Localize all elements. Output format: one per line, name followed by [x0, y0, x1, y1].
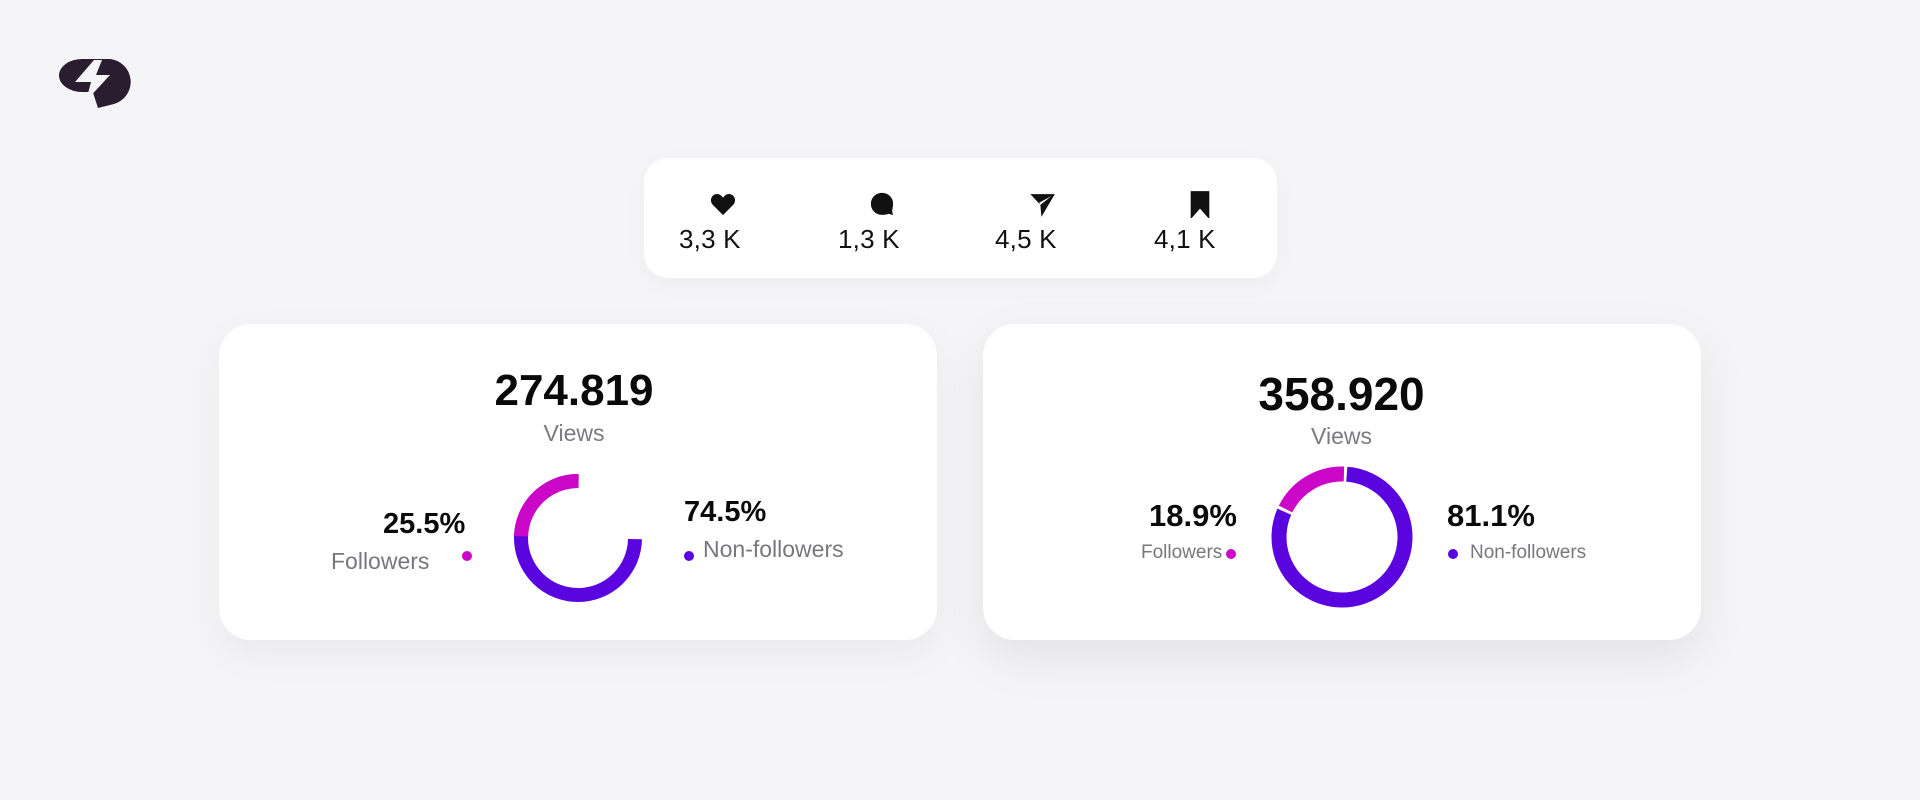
non-followers-segment: [514, 474, 642, 602]
views-card-2: 358.920 Views 18.9% Followers 81.1% Non-…: [983, 324, 1701, 640]
views-card-1: 274.819 Views 25.5% Followers 74.5% Non-…: [219, 324, 937, 640]
saves-count: 4,1 K: [1154, 224, 1216, 254]
donut-svg: [1271, 466, 1413, 608]
followers-percent: 18.9%: [1149, 498, 1237, 533]
non-followers-percent: 81.1%: [1447, 498, 1535, 533]
followers-legend-dot: [1226, 549, 1236, 559]
followers-legend-dot: [462, 551, 472, 561]
non-followers-label: Non-followers: [1470, 542, 1587, 563]
send-icon: [1028, 190, 1056, 218]
views-count: 358.920: [1258, 368, 1425, 420]
views-label: Views: [1311, 423, 1372, 449]
stat-shares[interactable]: 4,5 K: [995, 190, 1115, 254]
followers-percent: 25.5%: [383, 508, 466, 540]
followers-label: Followers: [331, 548, 430, 574]
engagement-stats-bar: 3,3 K 1,3 K 4,5 K 4,1 K: [644, 158, 1277, 278]
brand-logo: [58, 58, 134, 108]
followers-donut-chart: [512, 472, 644, 604]
non-followers-percent: 74.5%: [684, 496, 767, 528]
views-label: Views: [543, 420, 605, 446]
bookmark-icon: [1186, 190, 1214, 218]
shares-count: 4,5 K: [995, 224, 1057, 254]
followers-label: Followers: [1141, 542, 1223, 563]
non-followers-legend-dot: [1448, 549, 1458, 559]
likes-count: 3,3 K: [679, 224, 741, 254]
views-count: 274.819: [494, 366, 654, 415]
stat-saves[interactable]: 4,1 K: [1154, 190, 1274, 254]
stat-likes[interactable]: 3,3 K: [679, 190, 799, 254]
heart-icon: [709, 190, 737, 218]
stat-comments[interactable]: 1,3 K: [838, 190, 958, 254]
comments-count: 1,3 K: [838, 224, 900, 254]
non-followers-segment: [1271, 466, 1413, 608]
non-followers-legend-dot: [684, 551, 694, 561]
followers-donut-chart: [1271, 466, 1413, 608]
followers-segment: [514, 474, 642, 602]
non-followers-label: Non-followers: [703, 536, 844, 562]
comment-icon: [868, 190, 896, 218]
donut-svg: [514, 474, 642, 602]
